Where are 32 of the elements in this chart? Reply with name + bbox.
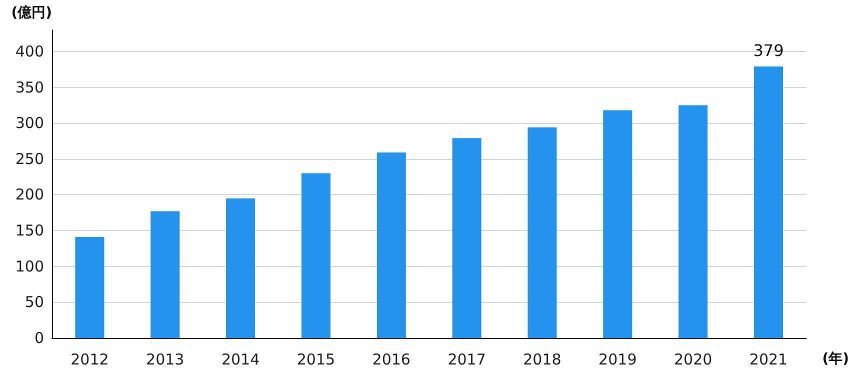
x-tick-label: 2012 — [70, 350, 109, 368]
x-tick-label: 2018 — [523, 350, 562, 368]
y-axis-title: (億円) — [11, 4, 52, 21]
x-tick-label: 2021 — [749, 350, 788, 368]
bar — [528, 127, 557, 338]
x-tick-label: 2019 — [598, 350, 637, 368]
y-tick-label: 400 — [15, 42, 44, 60]
bar — [603, 110, 632, 338]
bar — [75, 237, 104, 338]
y-tick-label: 200 — [15, 186, 44, 204]
bar — [150, 211, 180, 338]
y-tick-label: 150 — [15, 222, 44, 240]
y-tick-label: 350 — [15, 78, 44, 96]
bar — [376, 152, 406, 338]
y-tick-label: 50 — [24, 293, 44, 312]
bar — [301, 173, 330, 338]
x-tick-label: 2013 — [146, 350, 184, 368]
bar — [754, 66, 783, 338]
x-tick-label: 2017 — [448, 350, 486, 368]
y-tick-label: 0 — [34, 329, 44, 347]
bar — [452, 138, 482, 338]
y-tick-label: 300 — [15, 114, 44, 132]
data-label: 379 — [753, 41, 784, 60]
bar — [226, 198, 256, 338]
bar — [678, 105, 708, 338]
x-axis-title: (年) — [822, 351, 849, 367]
x-tick-label: 2014 — [221, 350, 260, 368]
x-tick-label: 2016 — [372, 350, 410, 368]
y-tick-label: 250 — [15, 150, 44, 168]
x-tick-label: 2015 — [296, 350, 336, 368]
y-tick-label: 100 — [15, 257, 44, 276]
x-tick-label: 2020 — [674, 350, 712, 368]
